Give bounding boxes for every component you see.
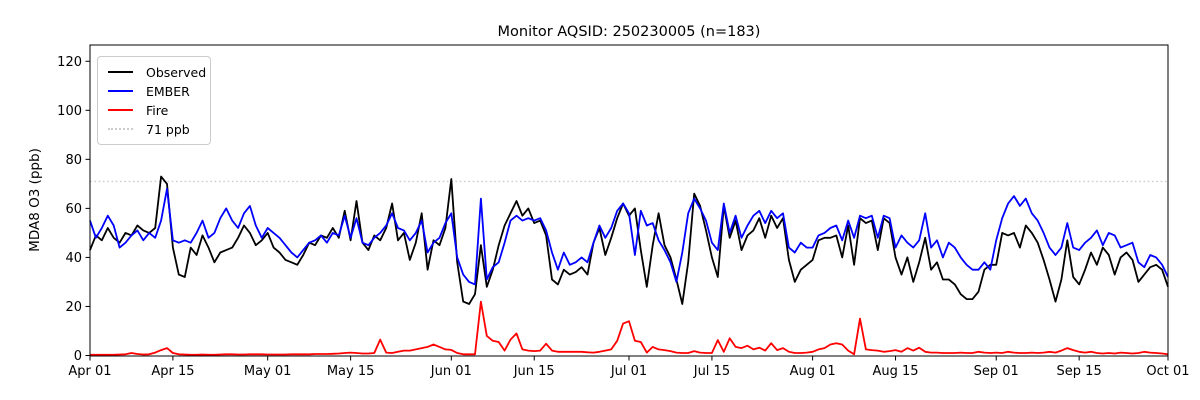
x-tick-label: Jul 15 <box>693 364 730 379</box>
y-tick-label: 60 <box>65 202 82 217</box>
legend: Observed EMBER Fire 71 ppb <box>97 56 211 145</box>
legend-item-fire: Fire <box>108 102 200 118</box>
legend-label: Observed <box>146 64 207 80</box>
y-tick-label: 80 <box>65 153 82 168</box>
x-tick-label: Oct 01 <box>1146 364 1189 379</box>
x-tick-label: Jul 01 <box>610 364 647 379</box>
y-axis-ticks: 0 20 40 60 80 100 120 <box>57 55 90 364</box>
x-axis-ticks: Apr 01 Apr 15 May 01 May 15 Jun 01 Jun 15 Jul … <box>68 356 1190 379</box>
x-tick-label: Apr 15 <box>151 364 194 379</box>
x-tick-label: Jun 01 <box>430 364 472 379</box>
x-tick-label: Jun 15 <box>513 364 555 379</box>
legend-item-71-ppb: 71 ppb <box>108 121 200 137</box>
y-tick-label: 40 <box>65 251 82 266</box>
x-tick-label: May 15 <box>327 364 375 379</box>
y-tick-label: 120 <box>57 55 82 70</box>
legend-item-observed: Observed <box>108 64 206 80</box>
x-tick-label: Apr 01 <box>68 364 111 379</box>
chart-title: Monitor AQSID: 250230005 (n=183) <box>498 24 761 40</box>
legend-item-ember: EMBER <box>108 83 200 99</box>
legend-label: EMBER <box>146 83 190 99</box>
x-tick-label: Aug 15 <box>873 364 919 379</box>
x-tick-label: May 01 <box>244 364 292 379</box>
y-tick-label: 100 <box>57 104 82 119</box>
legend-label: 71 ppb <box>146 121 190 137</box>
y-tick-label: 20 <box>65 300 82 315</box>
ember-line <box>89 187 1169 286</box>
legend-line-swatch <box>108 90 133 92</box>
x-tick-label: Sep 01 <box>974 364 1019 379</box>
y-tick-label: 0 <box>74 349 82 364</box>
x-tick-label: Aug 01 <box>790 364 836 379</box>
fire-line <box>90 300 1169 356</box>
legend-line-swatch <box>108 109 133 111</box>
observed-line <box>89 175 1169 305</box>
legend-dotted-line-swatch <box>108 128 133 130</box>
legend-label: Fire <box>146 102 169 118</box>
legend-line-swatch <box>108 71 133 73</box>
plot-frame <box>89 44 1169 357</box>
x-tick-label: Sep 15 <box>1057 364 1102 379</box>
y-axis-label: MDA8 O3 (ppb) <box>27 148 43 252</box>
